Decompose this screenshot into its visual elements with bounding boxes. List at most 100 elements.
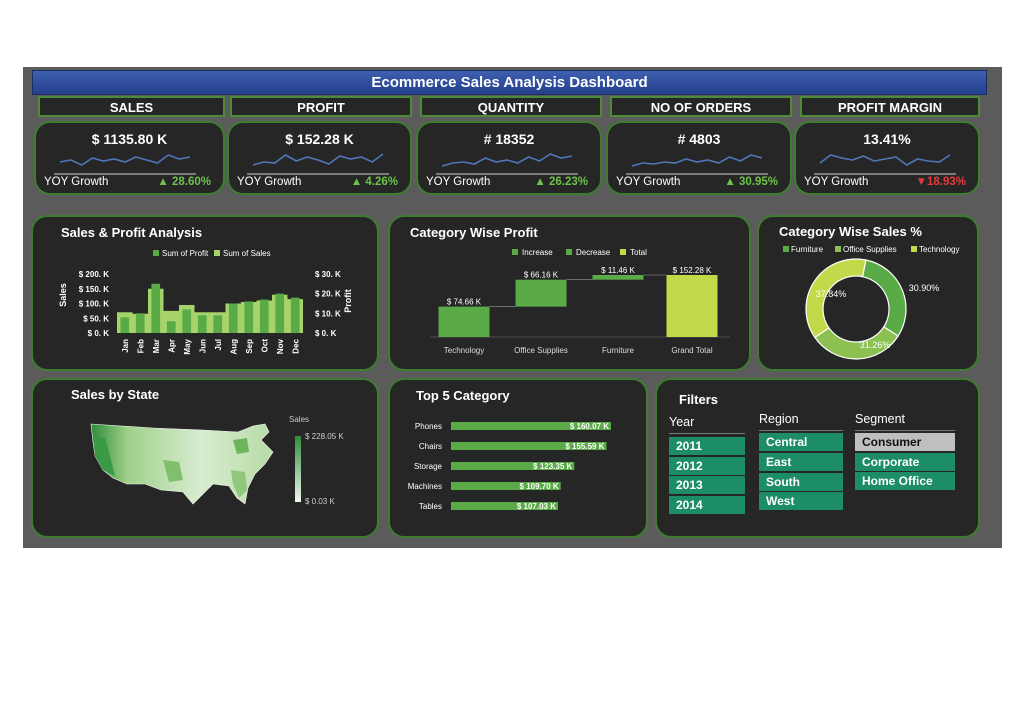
yoy-label: YOY Growth xyxy=(804,176,869,188)
sales-profit-card: Sales & Profit Analysis Sum of Profit Su… xyxy=(31,215,379,371)
category-profit-card: Category Wise Profit Increase Decrease T… xyxy=(388,215,751,371)
category-label: Storage xyxy=(414,462,443,471)
divider xyxy=(759,430,843,431)
kpi-card-quantity: # 18352 YOY Growth ▲ 26.23% xyxy=(416,121,602,195)
data-label: $ 152.28 K xyxy=(673,266,712,275)
profit-bar xyxy=(259,299,269,333)
waterfall-bar xyxy=(438,306,490,337)
legend-swatch-technology xyxy=(911,246,917,252)
card-title: Sales by State xyxy=(71,387,160,402)
legend-furniture: Furniture xyxy=(791,245,824,254)
region-option-central[interactable]: Central xyxy=(759,433,843,451)
category-bar xyxy=(451,442,607,450)
donut-slice xyxy=(861,259,907,337)
kpi-card-profit: $ 152.28 K YOY Growth ▲ 4.26% xyxy=(227,121,412,195)
data-label: $ 123.35 K xyxy=(533,462,572,471)
top5-category-card: Top 5 Category Phones $ 160.07 K Chairs $ 1… xyxy=(388,378,648,538)
region-option-south[interactable]: South xyxy=(759,473,843,491)
y-tick-label: $ 0. K xyxy=(88,329,110,338)
x-tick-label: Jan xyxy=(121,339,130,353)
year-filter-label: Year xyxy=(669,415,695,429)
category-label: Phones xyxy=(415,422,442,431)
data-label: $ 66.16 K xyxy=(524,271,559,280)
x-tick-label: Sep xyxy=(245,339,254,354)
x-tick-label: Feb xyxy=(136,339,145,353)
legend-total: Total xyxy=(630,248,647,257)
category-bar xyxy=(451,482,561,490)
us-map: Sales $ 228.05 K $ 0.03 K xyxy=(90,415,344,506)
region-option-east[interactable]: East xyxy=(759,453,843,471)
map-legend-min: $ 0.03 K xyxy=(305,497,335,506)
year-option-2013[interactable]: 2013 xyxy=(669,476,745,494)
profit-bar xyxy=(182,309,192,333)
sparkline-path xyxy=(441,153,573,167)
dashboard: Ecommerce Sales Analysis Dashboard SALES… xyxy=(23,67,1002,548)
card-title: Sales & Profit Analysis xyxy=(61,225,203,240)
x-tick-label: Oct xyxy=(260,339,269,353)
waterfall-bar xyxy=(592,275,644,280)
category-bar xyxy=(451,502,558,510)
slice-label: 31.26% xyxy=(860,340,891,350)
sparkline-path xyxy=(252,153,384,166)
legend-swatch-office xyxy=(835,246,841,252)
yoy-label: YOY Growth xyxy=(237,176,302,188)
legend-swatch-total xyxy=(620,249,626,255)
category-sales-card: Category Wise Sales % Furniture Office S… xyxy=(757,215,979,371)
profit-bar xyxy=(228,303,238,333)
dashboard-title: Ecommerce Sales Analysis Dashboard xyxy=(32,70,987,95)
y-tick-label: $ 200. K xyxy=(79,270,109,279)
segment-option-corporate[interactable]: Corporate xyxy=(855,453,955,471)
state-texas xyxy=(163,460,183,482)
region-filter-label: Region xyxy=(759,412,799,426)
slice-label: 37.84% xyxy=(816,289,847,299)
divider xyxy=(669,433,745,434)
x-tick-label: May xyxy=(183,338,192,354)
year-option-2011[interactable]: 2011 xyxy=(669,437,745,455)
year-option-2014[interactable]: 2014 xyxy=(669,496,745,514)
sparkline xyxy=(54,154,196,175)
donut-slice xyxy=(805,258,867,339)
kpi-card-sales: $ 1135.80 K YOY Growth ▲ 28.60% xyxy=(34,121,225,195)
yoy-value: ▲ 26.23% xyxy=(534,176,588,188)
kpi-header-margin: PROFIT MARGIN xyxy=(800,96,980,117)
legend-increase: Increase xyxy=(522,248,553,257)
x-tick-label: Aug xyxy=(229,339,238,355)
sparkline xyxy=(626,154,768,175)
waterfall-bar xyxy=(666,275,718,337)
y-axis-label-profit: Profit xyxy=(343,289,353,313)
kpi-value: # 4803 xyxy=(677,131,721,147)
x-tick-label: Nov xyxy=(276,338,285,354)
kpi-card-orders: # 4803 YOY Growth ▲ 30.95% xyxy=(606,121,792,195)
donut-chart: Furniture Office Supplies Technology 30.… xyxy=(783,245,959,360)
yoy-value: ▲ 4.26% xyxy=(350,176,398,188)
data-label: $ 160.07 K xyxy=(570,422,609,431)
segment-option-home-office[interactable]: Home Office xyxy=(855,472,955,490)
year-option-2012[interactable]: 2012 xyxy=(669,457,745,475)
kpi-value: $ 1135.80 K xyxy=(91,131,168,147)
kpi-header-profit: PROFIT xyxy=(230,96,412,117)
yoy-label: YOY Growth xyxy=(616,176,681,188)
top5-chart: Phones $ 160.07 K Chairs $ 155.59 K Storage $… xyxy=(408,422,611,511)
filters-card: Filters Year Region Segment 2011 2012 20… xyxy=(655,378,980,538)
card-title: Category Wise Profit xyxy=(410,225,538,240)
data-label: $ 109.70 K xyxy=(520,482,559,491)
y2-tick-label: $ 30. K xyxy=(315,270,341,279)
segment-option-consumer[interactable]: Consumer xyxy=(855,433,955,451)
yoy-value: ▼18.93% xyxy=(915,176,966,188)
x-tick-label: Furniture xyxy=(602,346,635,355)
divider xyxy=(855,430,955,431)
yoy-label: YOY Growth xyxy=(426,176,491,188)
y2-tick-label: $ 0. K xyxy=(315,329,337,338)
profit-bar xyxy=(151,283,161,333)
legend-swatch-decrease xyxy=(566,249,572,255)
region-option-west[interactable]: West xyxy=(759,492,843,510)
sales-profit-chart: Sum of Profit Sum of Sales Sales Profit … xyxy=(58,249,353,355)
map-legend-max: $ 228.05 K xyxy=(305,432,344,441)
state-new-york xyxy=(233,438,249,454)
legend-technology: Technology xyxy=(919,245,959,254)
kpi-header-quantity: QUANTITY xyxy=(420,96,602,117)
kpi-header-orders: NO OF ORDERS xyxy=(610,96,792,117)
profit-bar xyxy=(275,293,285,333)
profit-bar xyxy=(213,315,223,333)
legend-swatch-profit xyxy=(153,250,159,256)
